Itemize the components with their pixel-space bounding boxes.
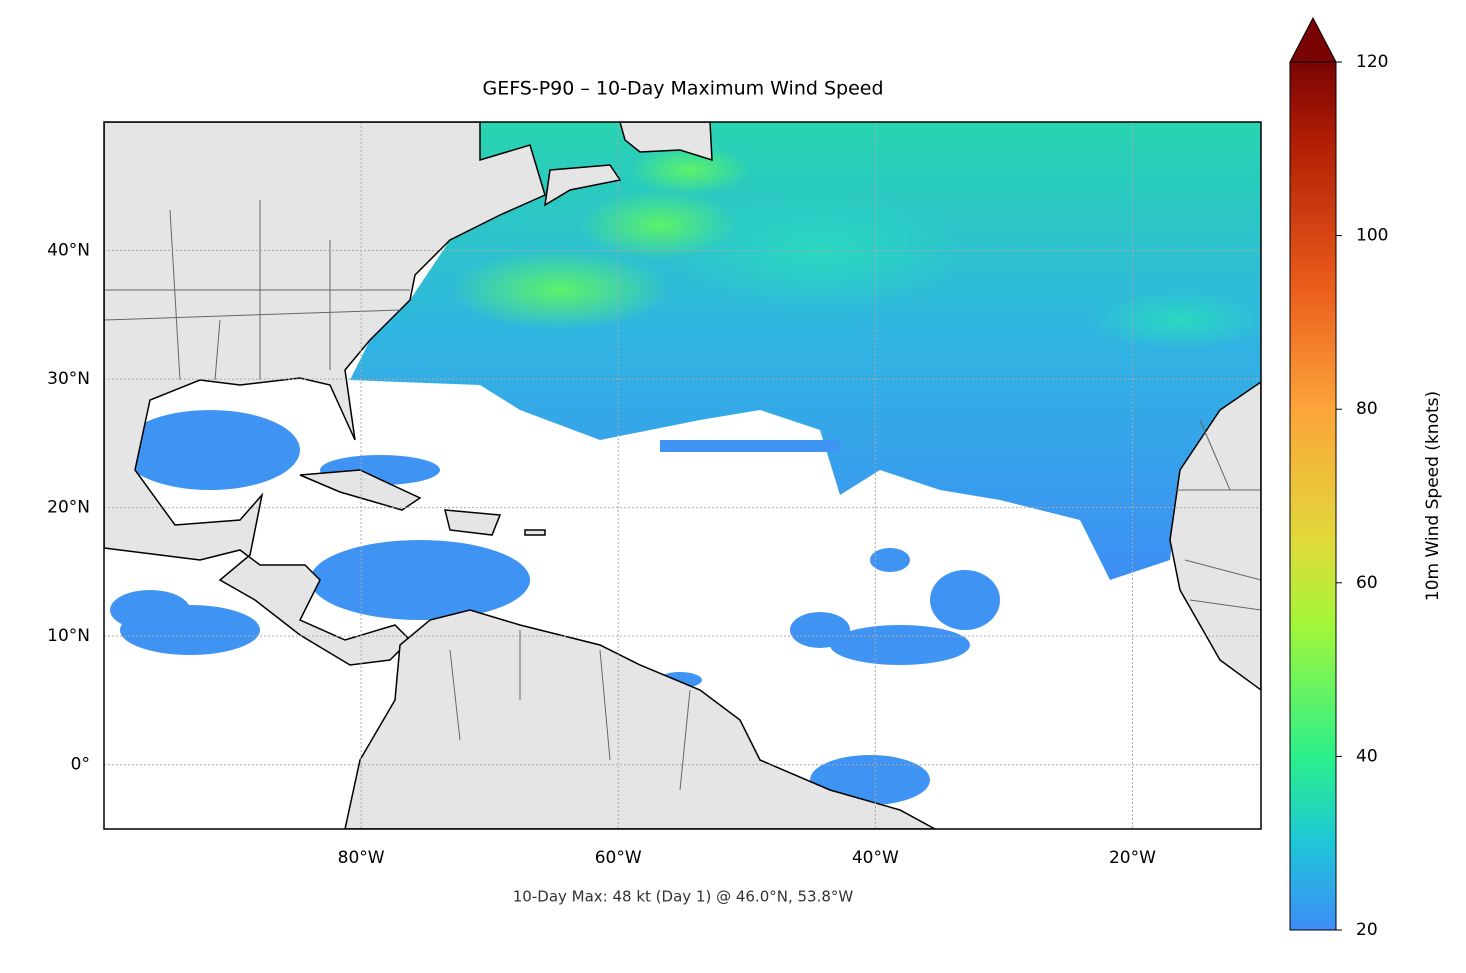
x-tick-label: 60°W <box>595 848 642 868</box>
y-tick-label: 0° <box>71 755 90 775</box>
colorbar-label: 10m Wind Speed (knots) <box>1423 391 1443 601</box>
x-tick-label: 40°W <box>852 848 899 868</box>
y-tick-label: 10°N <box>47 626 90 646</box>
colorbar-tick-label: 40 <box>1356 746 1378 766</box>
land <box>104 122 1261 829</box>
borders <box>104 200 1261 791</box>
annotation: 10-Day Max: 48 kt (Day 1) @ 46.0°N, 53.8… <box>513 888 854 906</box>
colorbar-tick-label: 60 <box>1356 573 1378 593</box>
grid <box>104 122 1261 829</box>
map-title: GEFS-P90 – 10-Day Maximum Wind Speed <box>482 78 883 100</box>
y-tick-label: 40°N <box>47 241 90 261</box>
wind-field <box>110 122 1261 805</box>
y-tick-label: 20°N <box>47 498 90 518</box>
colorbar-tick-label: 100 <box>1356 226 1388 246</box>
x-tick-label: 20°W <box>1109 848 1156 868</box>
x-tick-label: 80°W <box>338 848 385 868</box>
colorbar-tick-label: 80 <box>1356 399 1378 419</box>
map-frame <box>103 121 1262 830</box>
colorbar-tick-label: 20 <box>1356 920 1378 940</box>
map-area <box>104 122 1261 829</box>
y-tick-label: 30°N <box>47 369 90 389</box>
colorbar-extend <box>1289 16 1337 63</box>
colorbar-tick-label: 120 <box>1356 52 1388 72</box>
colorbar-scale <box>1289 61 1337 931</box>
colorbar: 20 40 60 80 100 120 <box>1289 16 1388 940</box>
